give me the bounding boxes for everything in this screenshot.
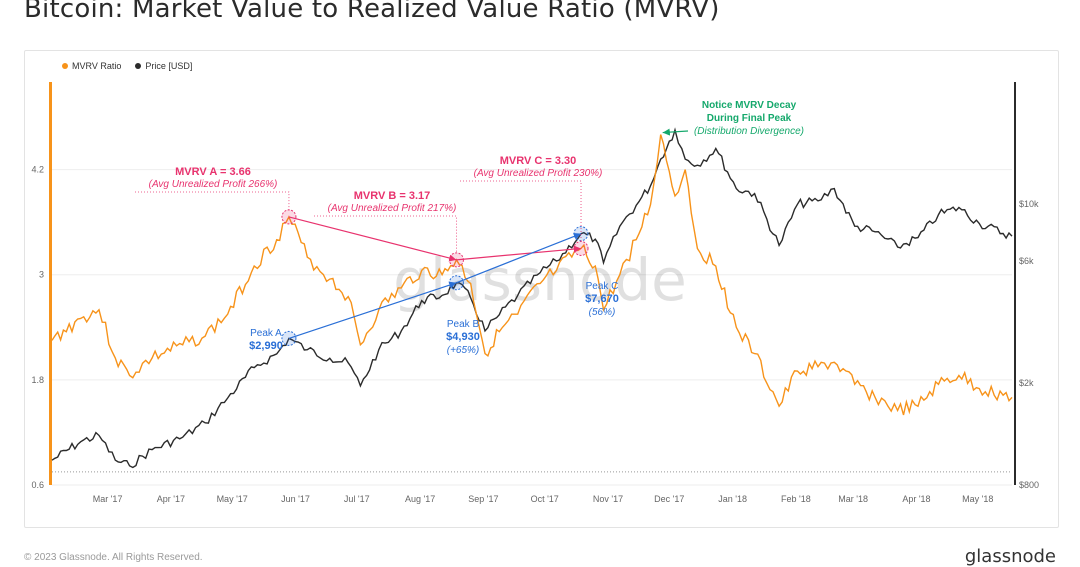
decay-note-line: During Final Peak [707, 113, 792, 124]
y-right-tick-label: $2k [1019, 378, 1034, 388]
mvrv-trend-arrow [288, 216, 457, 262]
x-tick-label: May '18 [962, 494, 993, 504]
chart-legend: MVRV Ratio Price [USD] [62, 61, 192, 71]
decay-arrow [662, 128, 689, 136]
mvrv-annotation-title: MVRV C = 3.30 [500, 155, 577, 167]
x-tick-label: Jun '17 [281, 494, 310, 504]
y-left-tick-label: 4.2 [31, 165, 44, 175]
y-right-tick-label: $800 [1019, 480, 1039, 490]
peak-label-title: Peak C [586, 281, 619, 292]
x-tick-label: Sep '17 [468, 494, 498, 504]
peak-label-title: Peak B [447, 319, 480, 330]
peak-label-change: (+65%) [447, 345, 480, 356]
page-title: Bitcoin: Market Value to Realized Value … [24, 0, 720, 24]
x-tick-label: May '17 [217, 494, 248, 504]
mvrv-peak-marker [281, 209, 297, 225]
x-tick-label: Mar '18 [838, 494, 868, 504]
x-tick-label: Dec '17 [654, 494, 684, 504]
mvrv-annotation-subtitle: (Avg Unrealized Profit 230%) [474, 168, 603, 179]
right-axis-bar [1014, 82, 1016, 485]
chart-panel [24, 50, 1059, 528]
mvrv-annotation-subtitle: (Avg Unrealized Profit 266%) [149, 179, 278, 190]
x-tick-label: Apr '17 [157, 494, 185, 504]
x-tick-label: Jul '17 [344, 494, 370, 504]
legend-label-mvrv: MVRV Ratio [72, 61, 122, 71]
price-peak-marker [281, 330, 297, 346]
peak-label-title: Peak A [250, 328, 282, 339]
left-axis-bar [49, 82, 52, 485]
decay-note-line: Notice MVRV Decay [702, 100, 797, 111]
mvrv-leader-line [460, 180, 582, 242]
x-tick-label: Mar '17 [93, 494, 123, 504]
peak-label-value: $7,670 [585, 293, 619, 305]
peak-label-change: (56%) [589, 307, 616, 318]
watermark: glassnode [393, 246, 687, 314]
peak-label-value: $2,990 [249, 340, 283, 352]
x-tick-label: Feb '18 [781, 494, 811, 504]
mvrv-annotation-title: MVRV A = 3.66 [175, 166, 251, 178]
y-left-tick-label: 1.8 [31, 375, 44, 385]
mvrv-trend-arrow [456, 245, 582, 261]
legend-item-mvrv[interactable]: MVRV Ratio [62, 61, 121, 71]
mvrv-series-line [51, 134, 1013, 416]
legend-item-price[interactable]: Price [USD] [135, 61, 192, 71]
legend-swatch-mvrv [62, 63, 68, 69]
copyright-footer: © 2023 Glassnode. All Rights Reserved. [24, 552, 203, 563]
y-left-tick-label: 3 [39, 270, 44, 280]
price-trend-arrow [288, 281, 457, 339]
x-tick-label: Jan '18 [718, 494, 747, 504]
x-tick-label: Oct '17 [531, 494, 559, 504]
price-trend-arrow [456, 232, 582, 284]
mvrv-peak-marker [573, 240, 589, 256]
brand-logo: glassnode [964, 546, 1056, 567]
price-series-line [51, 127, 1013, 469]
y-left-tick-label: 0.6 [31, 480, 44, 490]
legend-label-price: Price [USD] [145, 61, 193, 71]
y-right-tick-label: $6k [1019, 256, 1034, 266]
mvrv-annotation-subtitle: (Avg Unrealized Profit 217%) [328, 203, 457, 214]
peak-label-value: $4,930 [446, 331, 480, 343]
y-right-tick-label: $10k [1019, 199, 1039, 209]
price-peak-marker [448, 275, 464, 291]
x-tick-label: Apr '18 [902, 494, 930, 504]
mvrv-leader-line [135, 191, 290, 210]
x-tick-label: Aug '17 [405, 494, 435, 504]
mvrv-annotation-title: MVRV B = 3.17 [354, 190, 431, 202]
legend-swatch-price [135, 63, 142, 69]
decay-note-subtitle: (Distribution Divergence) [694, 126, 804, 137]
x-tick-label: Nov '17 [593, 494, 623, 504]
mvrv-peak-marker [448, 252, 464, 268]
